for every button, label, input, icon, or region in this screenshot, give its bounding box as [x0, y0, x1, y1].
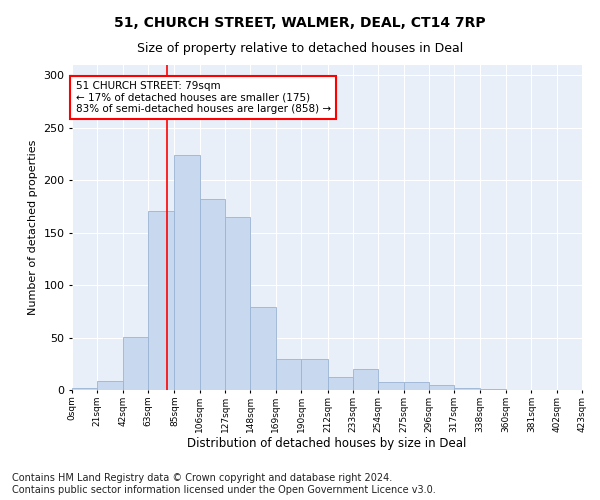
Bar [122, 336, 148, 390]
Bar [479, 389, 506, 390]
Bar [301, 358, 328, 390]
Text: Contains HM Land Registry data © Crown copyright and database right 2024.
Contai: Contains HM Land Registry data © Crown c… [12, 474, 436, 495]
Text: 51 CHURCH STREET: 79sqm
← 17% of detached houses are smaller (175)
83% of semi-d: 51 CHURCH STREET: 79sqm ← 17% of detache… [76, 80, 331, 114]
Bar [404, 382, 429, 390]
Bar [454, 388, 479, 390]
X-axis label: Distribution of detached houses by size in Deal: Distribution of detached houses by size … [187, 438, 467, 450]
Bar [250, 307, 276, 390]
Bar [276, 358, 301, 390]
Bar [97, 380, 122, 390]
Bar [328, 378, 353, 390]
Bar [200, 199, 225, 390]
Bar [378, 382, 404, 390]
Text: 51, CHURCH STREET, WALMER, DEAL, CT14 7RP: 51, CHURCH STREET, WALMER, DEAL, CT14 7R… [114, 16, 486, 30]
Bar [429, 385, 454, 390]
Bar [353, 369, 378, 390]
Text: Size of property relative to detached houses in Deal: Size of property relative to detached ho… [137, 42, 463, 55]
Y-axis label: Number of detached properties: Number of detached properties [28, 140, 38, 315]
Bar [72, 388, 97, 390]
Bar [148, 210, 175, 390]
Bar [225, 217, 250, 390]
Bar [175, 155, 200, 390]
